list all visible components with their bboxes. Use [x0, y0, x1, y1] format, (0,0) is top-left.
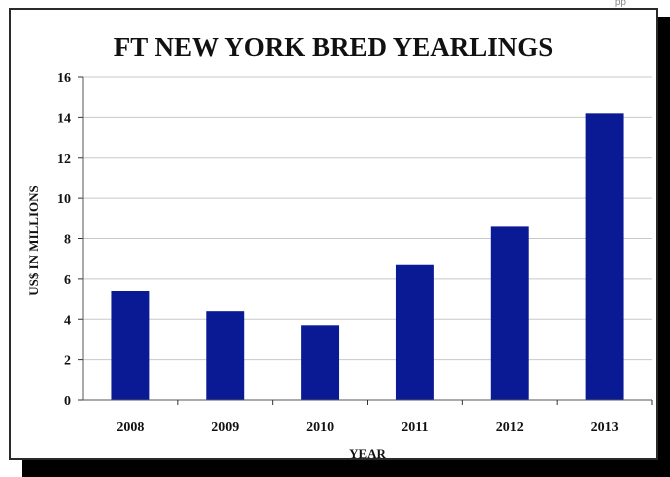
x-tick-label-2009: 2009 — [211, 420, 239, 435]
bars — [111, 113, 624, 401]
x-tick-label-2011: 2011 — [401, 420, 428, 435]
x-tick-label-2008: 2008 — [116, 420, 144, 435]
y-tick-label: 8 — [64, 233, 71, 248]
y-tick-label: 16 — [57, 71, 71, 86]
bar-2013 — [585, 113, 624, 401]
x-tick-label-2010: 2010 — [306, 420, 334, 435]
x-tick-label-2013: 2013 — [591, 420, 619, 435]
bar-2010 — [301, 325, 340, 400]
tick-labels: 0 2 4 6 8 10 12 14 16 2008 2009 2010 2011 2012 2013 — [57, 71, 619, 435]
y-tick-label: 6 — [64, 273, 71, 288]
y-tick-label: 2 — [64, 354, 71, 369]
bar-2009 — [206, 311, 245, 400]
y-tick-label: 14 — [57, 111, 71, 126]
y-tick-label: 10 — [57, 192, 71, 207]
x-tick-label-2012: 2012 — [496, 420, 524, 435]
grid-lines — [83, 76, 652, 361]
y-tick-label: 0 — [64, 394, 71, 409]
x-axis-title: YEAR — [349, 446, 386, 461]
y-tick-label: 4 — [64, 313, 71, 328]
chart-title: FT NEW YORK BRED YEARLINGS — [113, 32, 554, 62]
header-text-fragment: pp — [614, 0, 626, 8]
bar-2011 — [395, 264, 434, 400]
bar-2008 — [111, 290, 150, 400]
y-axis-title: US$ IN MILLIONS — [26, 185, 41, 296]
axes — [78, 76, 653, 405]
y-tick-label: 12 — [57, 152, 71, 167]
bar-2012 — [490, 226, 529, 400]
